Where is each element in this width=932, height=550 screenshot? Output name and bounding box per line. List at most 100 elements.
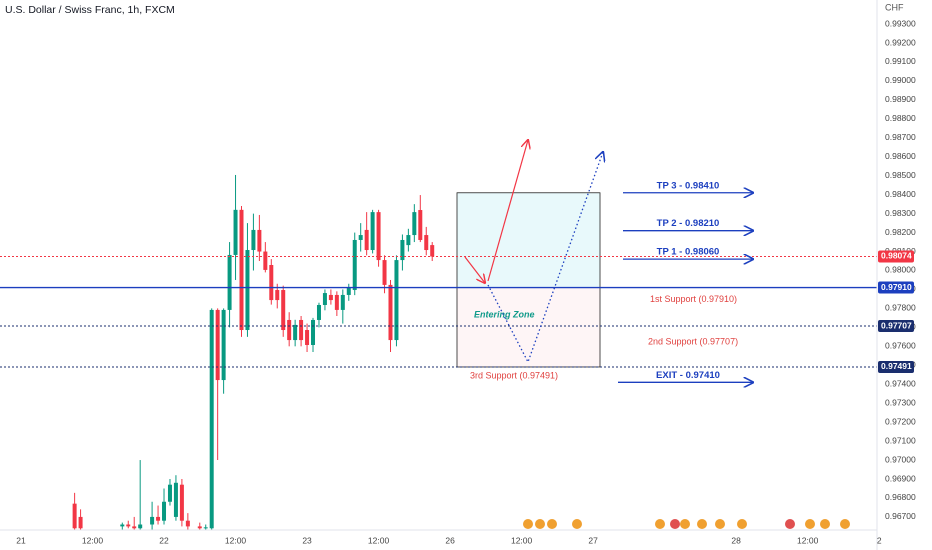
candle-body [311, 319, 316, 345]
y-tick-label: 0.97300 [885, 397, 916, 407]
y-tick-label: 0.96700 [885, 511, 916, 521]
y-tick-label: 0.99000 [885, 75, 916, 85]
candle-body [167, 484, 172, 502]
candle-body [382, 260, 387, 285]
x-tick-label: 23 [302, 535, 312, 545]
y-tick-label: 0.97000 [885, 454, 916, 464]
candle-body [364, 229, 369, 251]
candle-body [257, 229, 262, 252]
x-tick-label: 12:00 [225, 535, 247, 545]
y-tick-label: 0.98700 [885, 132, 916, 142]
candle-body [233, 209, 238, 255]
projection-up [487, 140, 528, 282]
candle-body [245, 250, 250, 331]
candle-body [430, 245, 435, 257]
candle-body [287, 319, 292, 341]
support-label: 3rd Support (0.97491) [470, 370, 558, 380]
candle-body [316, 304, 321, 320]
candle-body [305, 330, 310, 345]
candle-body [72, 503, 77, 529]
y-tick-label: 0.98800 [885, 113, 916, 123]
x-tick-label: 12:00 [797, 535, 819, 545]
candle-body [376, 212, 381, 261]
target-label: EXIT - 0.97410 [656, 370, 720, 381]
y-tick-label: 0.98400 [885, 189, 916, 199]
candle-body [424, 235, 429, 251]
candle-body [388, 284, 393, 341]
candle-body [263, 251, 268, 270]
candle-body [227, 254, 232, 310]
price-label-box [878, 360, 914, 373]
candle-body [275, 290, 280, 301]
price-label: 0.97707 [881, 320, 912, 330]
event-icons [523, 519, 850, 529]
candle-body [412, 212, 417, 236]
price-label: 0.98074 [881, 251, 912, 261]
x-tick-label: 27 [588, 535, 598, 545]
y-tick-label: 0.97200 [885, 416, 916, 426]
candle-body [370, 212, 375, 251]
zone [456, 192, 601, 368]
candle-body [394, 260, 399, 341]
price-label-box [878, 281, 914, 294]
x-tick-label: 12:00 [368, 535, 390, 545]
candle-body [221, 309, 226, 381]
y-tick-label: 0.98900 [885, 94, 916, 104]
x-tick-label: 21 [16, 535, 26, 545]
candle-body [299, 319, 304, 341]
candle-body [203, 527, 208, 529]
candle-body [126, 524, 131, 527]
target-label: TP 3 - 0.98410 [657, 180, 720, 191]
x-tick-label: 12:00 [511, 535, 533, 545]
candle-body [197, 526, 202, 529]
candle-body [418, 210, 423, 240]
projection-entry [464, 256, 485, 283]
candle-body [185, 520, 190, 527]
y-tick-label: 0.97100 [885, 435, 916, 445]
annotations: TP 3 - 0.98410 TP 2 - 0.98210 TP 1 - 0.980… [0, 140, 877, 382]
chart-title: U.S. Dollar / Swiss Franc, 1h, FXCM [5, 4, 175, 16]
x-tick-label: 12:00 [82, 535, 104, 545]
projection-dip [487, 152, 603, 364]
y-unit: CHF [885, 2, 904, 12]
y-tick-label: 0.97800 [885, 303, 916, 313]
zone-label: Entering Zone [474, 309, 535, 319]
candle-body [400, 239, 405, 261]
y-tick-label: 0.97400 [885, 378, 916, 388]
candle-body [406, 235, 411, 246]
candle-body [138, 524, 143, 529]
y-tick-label: 0.98500 [885, 170, 916, 180]
candle-body [150, 516, 155, 525]
target-zone [456, 192, 601, 288]
y-tick-label: 0.99200 [885, 37, 916, 47]
candle-body [179, 484, 184, 521]
y-tick-label: 0.97600 [885, 341, 916, 351]
target-label: TP 1 - 0.98060 [657, 247, 720, 258]
candle-body [78, 516, 83, 529]
candle-body [346, 286, 351, 295]
y-tick-label: 0.98600 [885, 151, 916, 161]
support-label: 2nd Support (0.97707) [648, 336, 738, 346]
candle-body [334, 294, 339, 310]
candle-body [156, 516, 161, 521]
x-tick-label: 22 [159, 535, 169, 545]
candle-body [281, 290, 286, 331]
candle-body [340, 294, 345, 310]
candle-body [293, 324, 298, 341]
risk-zone [456, 287, 601, 368]
x-tick-label: 28 [731, 535, 741, 545]
price-label-box [878, 320, 914, 333]
target-label: TP 2 - 0.98210 [657, 218, 720, 229]
candle-body [209, 309, 214, 529]
y-tick-label: 0.98300 [885, 208, 916, 218]
support-label: 1st Support (0.97910) [650, 294, 737, 304]
y-tick-label: 0.99100 [885, 56, 916, 66]
candle-body [162, 501, 167, 521]
candles [72, 174, 435, 530]
candle-body [120, 524, 125, 527]
candle-body [352, 239, 357, 291]
candle-body [173, 482, 178, 517]
candle-body [132, 526, 137, 529]
candle-body [322, 293, 327, 305]
